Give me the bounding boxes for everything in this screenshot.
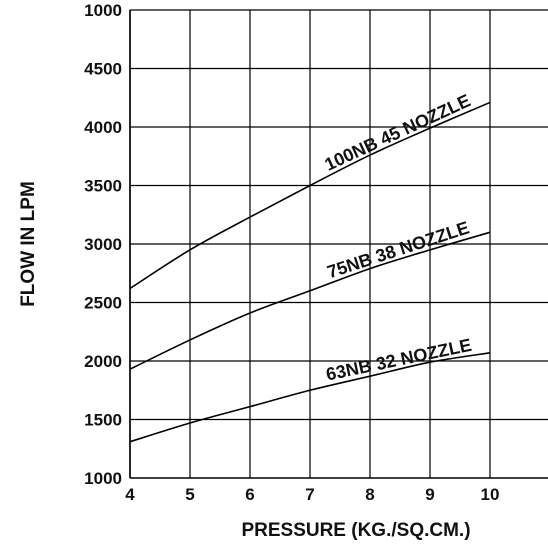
series-labels: 100NB 45 NOZZLE 75NB 38 NOZZLE 63NB 32 NOZ… xyxy=(322,90,474,384)
y-tick-label-4: 3000 xyxy=(84,235,122,254)
series-label-2: 63NB 32 NOZZLE xyxy=(324,335,473,385)
y-tick-label-6: 4000 xyxy=(84,118,122,137)
x-axis-title: PRESSURE (KG./SQ.CM.) xyxy=(241,520,470,541)
series-lines xyxy=(129,101,491,443)
y-tick-label-7: 4500 xyxy=(84,60,122,79)
y-tick-label-3: 2500 xyxy=(84,294,122,313)
series-label-0: 100NB 45 NOZZLE xyxy=(322,90,474,174)
y-axis-title: FLOW IN LPM xyxy=(18,181,39,307)
x-tick-label-6: 10 xyxy=(481,485,500,504)
y-tick-label-1: 1500 xyxy=(84,411,122,430)
y-tick-label-5: 3500 xyxy=(84,177,122,196)
x-tick-label-2: 6 xyxy=(245,485,254,504)
tick-labels: 4 5 6 7 8 9 10 1000 1500 2000 2500 3000 3500 4000 4500… xyxy=(84,1,499,504)
x-tick-label-5: 9 xyxy=(425,485,434,504)
x-tick-label-3: 7 xyxy=(305,485,314,504)
grid xyxy=(129,9,548,479)
y-tick-label-8: 1000 xyxy=(84,1,122,20)
x-tick-label-1: 5 xyxy=(185,485,194,504)
x-tick-label-4: 8 xyxy=(365,485,374,504)
series-label-1: 75NB 38 NOZZLE xyxy=(325,217,472,282)
series-line-0 xyxy=(129,101,491,290)
series-line-2 xyxy=(129,352,491,443)
x-tick-label-0: 4 xyxy=(125,485,135,504)
y-tick-label-0: 1000 xyxy=(84,469,122,488)
series-line-1 xyxy=(129,231,491,370)
y-tick-label-2: 2000 xyxy=(84,352,122,371)
